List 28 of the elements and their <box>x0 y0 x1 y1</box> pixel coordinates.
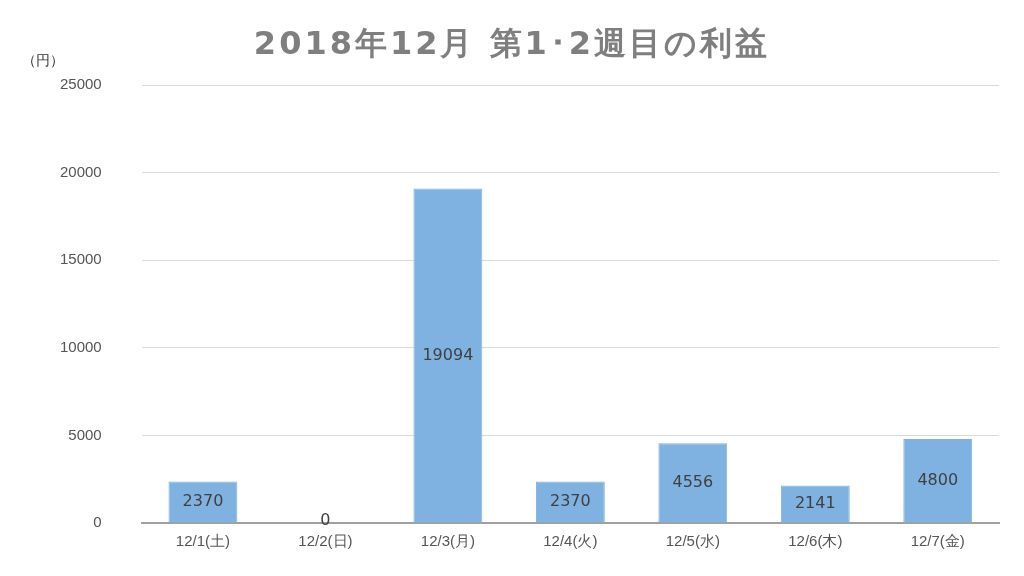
x-tick-label: 12/7(金) <box>910 532 965 550</box>
data-label: 4556 <box>672 472 714 491</box>
chart-title: 2018年12月 第1･2週目の利益 <box>253 24 771 62</box>
x-tick-label: 12/5(水) <box>665 532 720 550</box>
data-label: 0 <box>320 510 331 530</box>
data-label: 2141 <box>794 493 836 513</box>
bar <box>903 438 973 523</box>
bar <box>658 443 728 523</box>
bar <box>780 485 850 523</box>
x-tick-label: 12/1(土) <box>175 532 231 550</box>
x-tick-label: 12/4(火) <box>543 532 598 550</box>
data-label: 4800 <box>917 469 959 489</box>
y-tick-label: 15000 <box>59 250 102 268</box>
bar <box>535 481 605 523</box>
y-tick-label: 10000 <box>59 337 102 355</box>
data-label: 2370 <box>550 491 591 511</box>
data-label: 2370 <box>182 491 224 511</box>
bar <box>168 481 238 523</box>
y-axis-title: （円） <box>22 52 64 70</box>
data-label: 19094 <box>422 344 474 364</box>
x-tick-label: 12/6(木) <box>788 532 843 550</box>
y-tick-label: 0 <box>93 513 102 531</box>
y-tick-label: 5000 <box>68 425 102 443</box>
bar <box>413 188 483 523</box>
y-tick-label: 20000 <box>59 162 102 180</box>
y-tick-label: 25000 <box>59 75 102 93</box>
x-tick-label: 12/2(日) <box>298 532 353 550</box>
x-tick-label: 12/3(月) <box>420 532 475 550</box>
